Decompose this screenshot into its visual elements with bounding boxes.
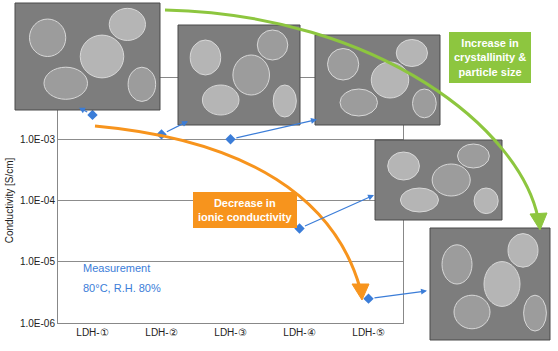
svg-text:1.0E-04: 1.0E-04 [20,195,55,206]
svg-text:LDH-④: LDH-④ [283,327,315,338]
svg-text:Increase incrystallinity &part: Increase incrystallinity &particle size [454,37,526,78]
svg-text:Measurement: Measurement [83,262,150,274]
svg-text:1.0E-03: 1.0E-03 [20,134,55,145]
svg-text:Decrease inionic conductivity: Decrease inionic conductivity [198,197,292,223]
svg-text:1.0E-06: 1.0E-06 [20,318,55,329]
svg-text:1.0E-05: 1.0E-05 [20,256,55,267]
svg-text:80°C, R.H. 80%: 80°C, R.H. 80% [83,282,161,294]
svg-text:LDH-③: LDH-③ [214,327,246,338]
svg-text:LDH-①: LDH-① [76,327,108,338]
svg-text:LDH-⑤: LDH-⑤ [352,327,384,338]
svg-text:Conductivity [S/cm]: Conductivity [S/cm] [4,157,15,243]
svg-text:LDH-②: LDH-② [145,327,177,338]
